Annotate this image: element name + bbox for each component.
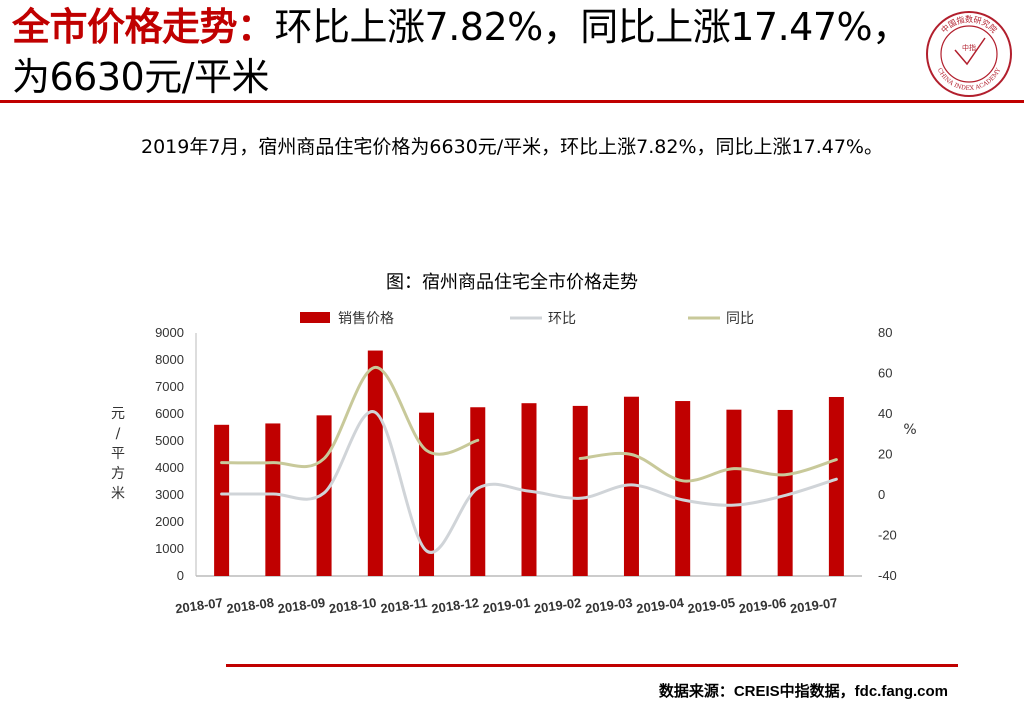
x-tick-label: 2019-02 bbox=[533, 595, 582, 616]
bar-2019-01 bbox=[521, 403, 537, 576]
headline: 全市价格走势：环比上涨7.82%，同比上涨17.47%，为6630元/平米 bbox=[12, 2, 912, 102]
y-tick-label: 3000 bbox=[155, 487, 184, 502]
y2-tick-label: -40 bbox=[878, 568, 897, 583]
y2-tick-label: 0 bbox=[878, 487, 885, 502]
legend-sales-price-swatch bbox=[300, 312, 330, 323]
x-tick-label: 2019-04 bbox=[635, 595, 685, 617]
china-index-academy-logo: 中国指数研究院 CHINA INDEX ACADEMY 中指 bbox=[926, 11, 1012, 97]
x-tick-label: 2019-07 bbox=[789, 595, 838, 616]
legend-mom-label: 环比 bbox=[548, 311, 576, 327]
header-divider bbox=[0, 100, 1024, 103]
x-tick-label: 2019-01 bbox=[482, 595, 531, 616]
x-tick-label: 2018-09 bbox=[277, 595, 326, 616]
y-tick-label: 0 bbox=[177, 568, 184, 583]
yoy-line-segment-0 bbox=[220, 365, 480, 469]
summary-text: 2019年7月，宿州商品住宅价格为6630元/平米，环比上涨7.82%，同比上涨… bbox=[140, 136, 883, 158]
y-tick-label: 7000 bbox=[155, 379, 184, 394]
y-tick-label: 4000 bbox=[155, 460, 184, 475]
y-tick-label: 1000 bbox=[155, 541, 184, 556]
x-tick-label: 2018-10 bbox=[328, 595, 377, 616]
bar-2018-07 bbox=[214, 424, 230, 576]
y2-tick-label: -20 bbox=[878, 528, 897, 543]
legend-yoy-label: 同比 bbox=[726, 311, 754, 327]
bar-2019-04 bbox=[675, 401, 691, 576]
y-axis-label-char: / bbox=[116, 426, 121, 442]
bar-2019-06 bbox=[777, 409, 793, 576]
bar-2018-12 bbox=[470, 407, 486, 576]
x-tick-label: 2018-11 bbox=[380, 595, 429, 616]
yoy-line-segment-1 bbox=[578, 451, 838, 483]
y2-tick-label: 20 bbox=[878, 447, 892, 462]
y2-tick-label: 80 bbox=[878, 325, 892, 340]
x-tick-label: 2019-03 bbox=[584, 595, 633, 616]
bar-2019-05 bbox=[726, 409, 742, 576]
price-trend-chart: 0 1000 2000 3000 4000 5000 6000 7000 8000 9000 -40… bbox=[111, 311, 917, 617]
y-tick-label: 6000 bbox=[155, 406, 184, 421]
bar-2019-02 bbox=[572, 405, 588, 576]
mom-line-segment-0 bbox=[220, 410, 838, 555]
y-tick-label: 2000 bbox=[155, 514, 184, 529]
headline-part2: 环比上涨7.82%，同比上涨17.47%，为6630元/平米 bbox=[12, 5, 910, 99]
y-axis-label-char: 平 bbox=[111, 446, 125, 462]
chart-title: 图：宿州商品住宅全市价格走势 bbox=[386, 272, 638, 293]
x-tick-label: 2018-07 bbox=[174, 595, 223, 616]
y-tick-label: 5000 bbox=[155, 433, 184, 448]
y2-axis-label: % bbox=[903, 422, 916, 438]
x-tick-label: 2019-05 bbox=[687, 595, 736, 616]
y-axis-label-char: 米 bbox=[111, 486, 125, 502]
headline-part1: 全市价格走势： bbox=[12, 5, 275, 49]
x-tick-label: 2019-06 bbox=[738, 595, 787, 616]
bar-2019-07 bbox=[828, 396, 844, 576]
bar-2018-10 bbox=[367, 350, 383, 576]
bar-2018-08 bbox=[265, 423, 281, 576]
footer-divider bbox=[226, 664, 958, 667]
y-tick-label: 9000 bbox=[155, 325, 184, 340]
logo-center-text: 中指 bbox=[962, 43, 976, 52]
x-tick-label: 2018-12 bbox=[430, 595, 479, 616]
y-axis-label-char: 元 bbox=[111, 406, 125, 422]
x-tick-label: 2018-08 bbox=[226, 595, 275, 616]
legend-sales-price-label: 销售价格 bbox=[338, 311, 394, 327]
y-tick-label: 8000 bbox=[155, 352, 184, 367]
y2-tick-label: 60 bbox=[878, 366, 892, 381]
y2-tick-label: 40 bbox=[878, 406, 892, 421]
y-axis-label-char: 方 bbox=[111, 466, 125, 482]
data-source: 数据来源：CREIS中指数据，fdc.fang.com bbox=[658, 683, 948, 700]
